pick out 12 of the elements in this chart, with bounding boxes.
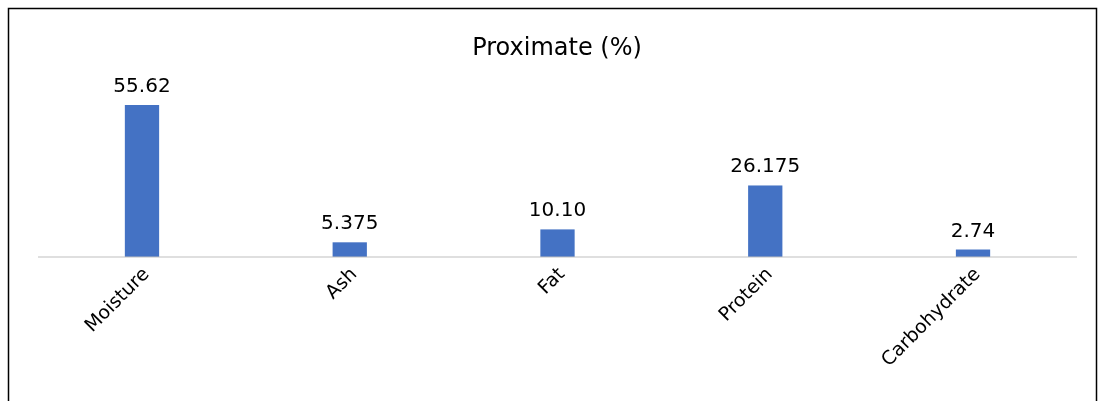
data-label: 10.10 [528,197,587,222]
bar [124,105,160,257]
bar [332,242,367,257]
bar [540,229,575,257]
x-tick-label: Fat [532,262,569,298]
data-label: 26.175 [730,153,801,178]
chart-title: Proximate (%) [472,33,642,61]
data-label: 55.62 [113,73,171,97]
data-label: 2.74 [950,217,996,242]
data-label: 5.375 [321,210,379,235]
bar [748,185,783,257]
x-tick-label: Ash [320,262,361,303]
